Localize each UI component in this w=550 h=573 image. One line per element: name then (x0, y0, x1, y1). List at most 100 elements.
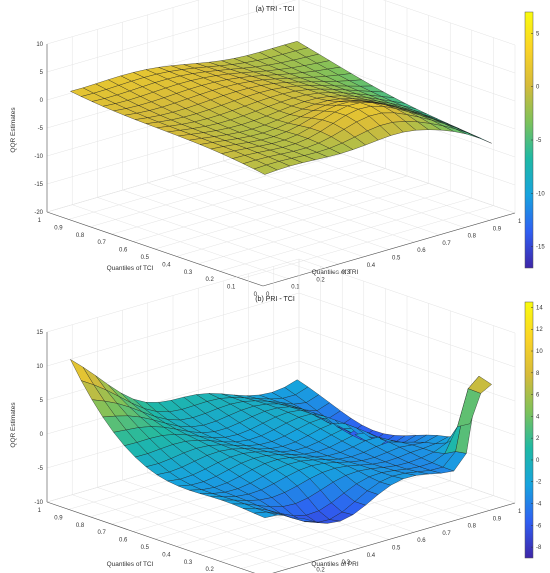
y-axis-line (46, 501, 256, 573)
x-tick-label: 1 (518, 509, 522, 515)
x-tick-label: 0.5 (392, 546, 401, 552)
grid-line (90, 153, 343, 228)
colorbar-tick-label: -15 (536, 245, 545, 251)
grid-line (154, 175, 408, 250)
colorbar-tick-label: -5 (536, 138, 542, 144)
surface-patch (468, 375, 492, 394)
z-tick-label: 15 (36, 330, 43, 336)
y-tick-label: 0.7 (97, 240, 106, 246)
y-tick-label: 0.9 (54, 225, 63, 231)
x-tick-label: 0.6 (417, 248, 426, 254)
z-tick-label: 10 (36, 364, 43, 370)
colorbar-tick-label: 8 (536, 371, 540, 377)
colorbar (524, 301, 534, 559)
y-tick-label: 0 (254, 292, 258, 298)
z-tick-label: -5 (38, 466, 44, 472)
z-tick-label: -15 (34, 182, 43, 188)
surface-mesh (70, 359, 492, 524)
x-tick-label: 0.7 (442, 531, 451, 537)
x-tick-label: 0.2 (316, 567, 325, 573)
y-tick-label: 0.2 (205, 567, 214, 573)
x-tick-label: 0.9 (493, 226, 502, 232)
panel-tri-tci: 00.10.20.30.40.50.60.70.80.9100.10.20.30… (10, 0, 545, 298)
surface-mesh (70, 41, 492, 175)
y-axis-line (46, 211, 264, 287)
z-tick-label: 0 (40, 432, 44, 438)
x-tick-label: 0.8 (468, 524, 477, 530)
y-tick-label: 1 (38, 508, 42, 514)
y-axis-label: Quantiles of TCI (107, 265, 154, 272)
colorbar-tick-label: -2 (536, 480, 542, 486)
colorbar-tick-label: -6 (536, 523, 542, 529)
y-tick-label: 0.6 (119, 538, 128, 544)
y-tick-label: 0.6 (119, 248, 128, 254)
y-tick-label: 0.1 (227, 285, 236, 291)
surface-patch (455, 128, 480, 139)
x-axis-line (262, 212, 516, 287)
y-tick-label: 0.5 (141, 255, 150, 261)
colorbar-tick-label: 10 (536, 349, 543, 355)
x-tick-label: 0.4 (367, 553, 376, 559)
colorbar-tick-label: 14 (536, 305, 543, 311)
chart-title: (b) PRI - TCI (255, 296, 295, 303)
x-tick-label: 0 (266, 292, 270, 298)
z-tick-label: -10 (34, 154, 43, 160)
z-tick-label: 0 (40, 98, 44, 104)
x-tick-label: 1 (518, 219, 522, 225)
z-tick-label: -20 (34, 210, 43, 216)
z-tick-label: 5 (40, 398, 44, 404)
y-tick-label: 1 (38, 218, 42, 224)
colorbar-tick-label: 12 (536, 327, 543, 333)
z-axis-label: QQR Estimates (10, 107, 17, 153)
z-tick-label: -10 (34, 500, 43, 506)
y-tick-label: 0.4 (162, 262, 171, 268)
colorbar-tick-label: -4 (536, 502, 542, 508)
grid-line (46, 292, 516, 368)
colorbar-tick-label: 6 (536, 393, 540, 399)
grid-line (198, 167, 415, 243)
grid-line (46, 0, 516, 46)
x-tick-label: 0.3 (342, 270, 351, 276)
colorbar-tick-label: 0 (536, 458, 540, 464)
y-tick-label: 0.9 (54, 515, 63, 521)
colorbar-tick-label: -10 (536, 191, 545, 197)
colorbar-tick-label: -8 (536, 545, 542, 551)
colorbar-tick-label: 4 (536, 414, 540, 420)
grid-line (133, 168, 386, 242)
y-tick-label: 0.3 (184, 270, 193, 276)
y-tick-label: 0.8 (76, 523, 85, 529)
y-tick-label: 0.5 (141, 545, 150, 551)
x-tick-label: 0.1 (291, 285, 300, 291)
z-tick-label: -5 (38, 126, 44, 132)
grid-line (111, 160, 364, 235)
surface-patch (468, 132, 492, 144)
z-axis-label: QQR Estimates (10, 402, 17, 448)
x-tick-label: 0.4 (367, 263, 376, 269)
colorbar-tick-label: 0 (536, 85, 540, 91)
grid-line (46, 258, 516, 334)
panel-pri-tci: 00.10.20.30.40.50.60.70.80.9100.10.20.30… (10, 258, 543, 573)
grid-line (46, 501, 256, 573)
x-tick-label: 0.7 (442, 241, 451, 247)
y-tick-label: 0.3 (184, 560, 193, 566)
surface-patch (457, 388, 481, 427)
x-tick-label: 0.6 (417, 538, 426, 544)
z-tick-label: 10 (36, 42, 43, 48)
x-axis-line (272, 502, 516, 573)
y-axis-label: Quantiles of TCI (107, 561, 154, 568)
y-tick-label: 0.2 (205, 277, 214, 283)
colorbar-tick-label: 2 (536, 436, 540, 442)
x-tick-label: 0.8 (468, 234, 477, 240)
grid-line (46, 0, 516, 74)
x-axis-label: Quantiles of PRI (311, 561, 359, 568)
y-tick-label: 0.4 (162, 552, 171, 558)
grid-line (46, 326, 516, 402)
chart-title: (a) TRI - TCI (255, 6, 294, 13)
colorbar-tick-label: 5 (536, 31, 540, 37)
grid-line (223, 160, 440, 236)
x-tick-label: 0.2 (316, 277, 325, 283)
x-axis-label: Quantiles of TRI (312, 269, 359, 276)
x-tick-label: 0.5 (392, 256, 401, 262)
y-tick-label: 0.8 (76, 233, 85, 239)
